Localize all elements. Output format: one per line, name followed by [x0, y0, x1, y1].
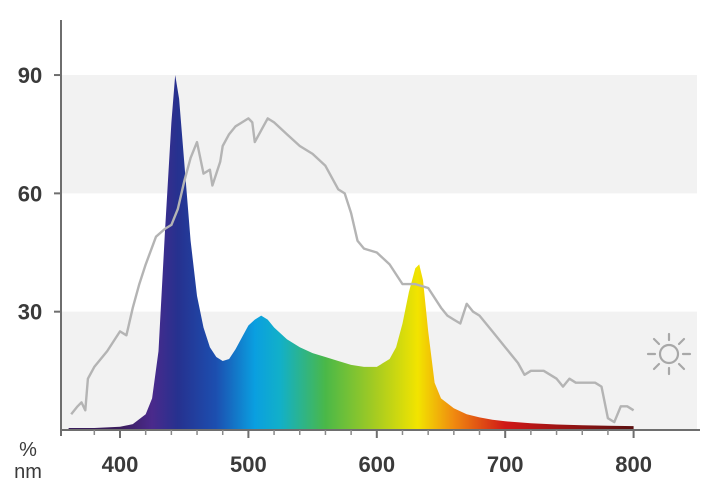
x-tick-label-700: 700 [487, 452, 524, 477]
y-tick-label-90: 90 [18, 63, 42, 88]
x-tick-label-600: 600 [358, 452, 395, 477]
reference-line [70, 117, 635, 424]
grid-band-60-90 [61, 75, 697, 194]
x-axis-label: nm [14, 461, 42, 483]
y-tick-label-60: 60 [18, 181, 42, 206]
x-tick-label-800: 800 [615, 452, 652, 477]
y-tick-label-30: 30 [18, 300, 42, 325]
sun-icon [646, 332, 692, 376]
spectrum-area [68, 75, 634, 430]
y-ticks: 30 60 90 [18, 63, 61, 325]
x-tick-label-500: 500 [230, 452, 267, 477]
y-axis-label: % [19, 439, 37, 461]
x-ticks: 400 500 600 700 800 [93, 430, 652, 477]
x-tick-label-400: 400 [102, 452, 139, 477]
